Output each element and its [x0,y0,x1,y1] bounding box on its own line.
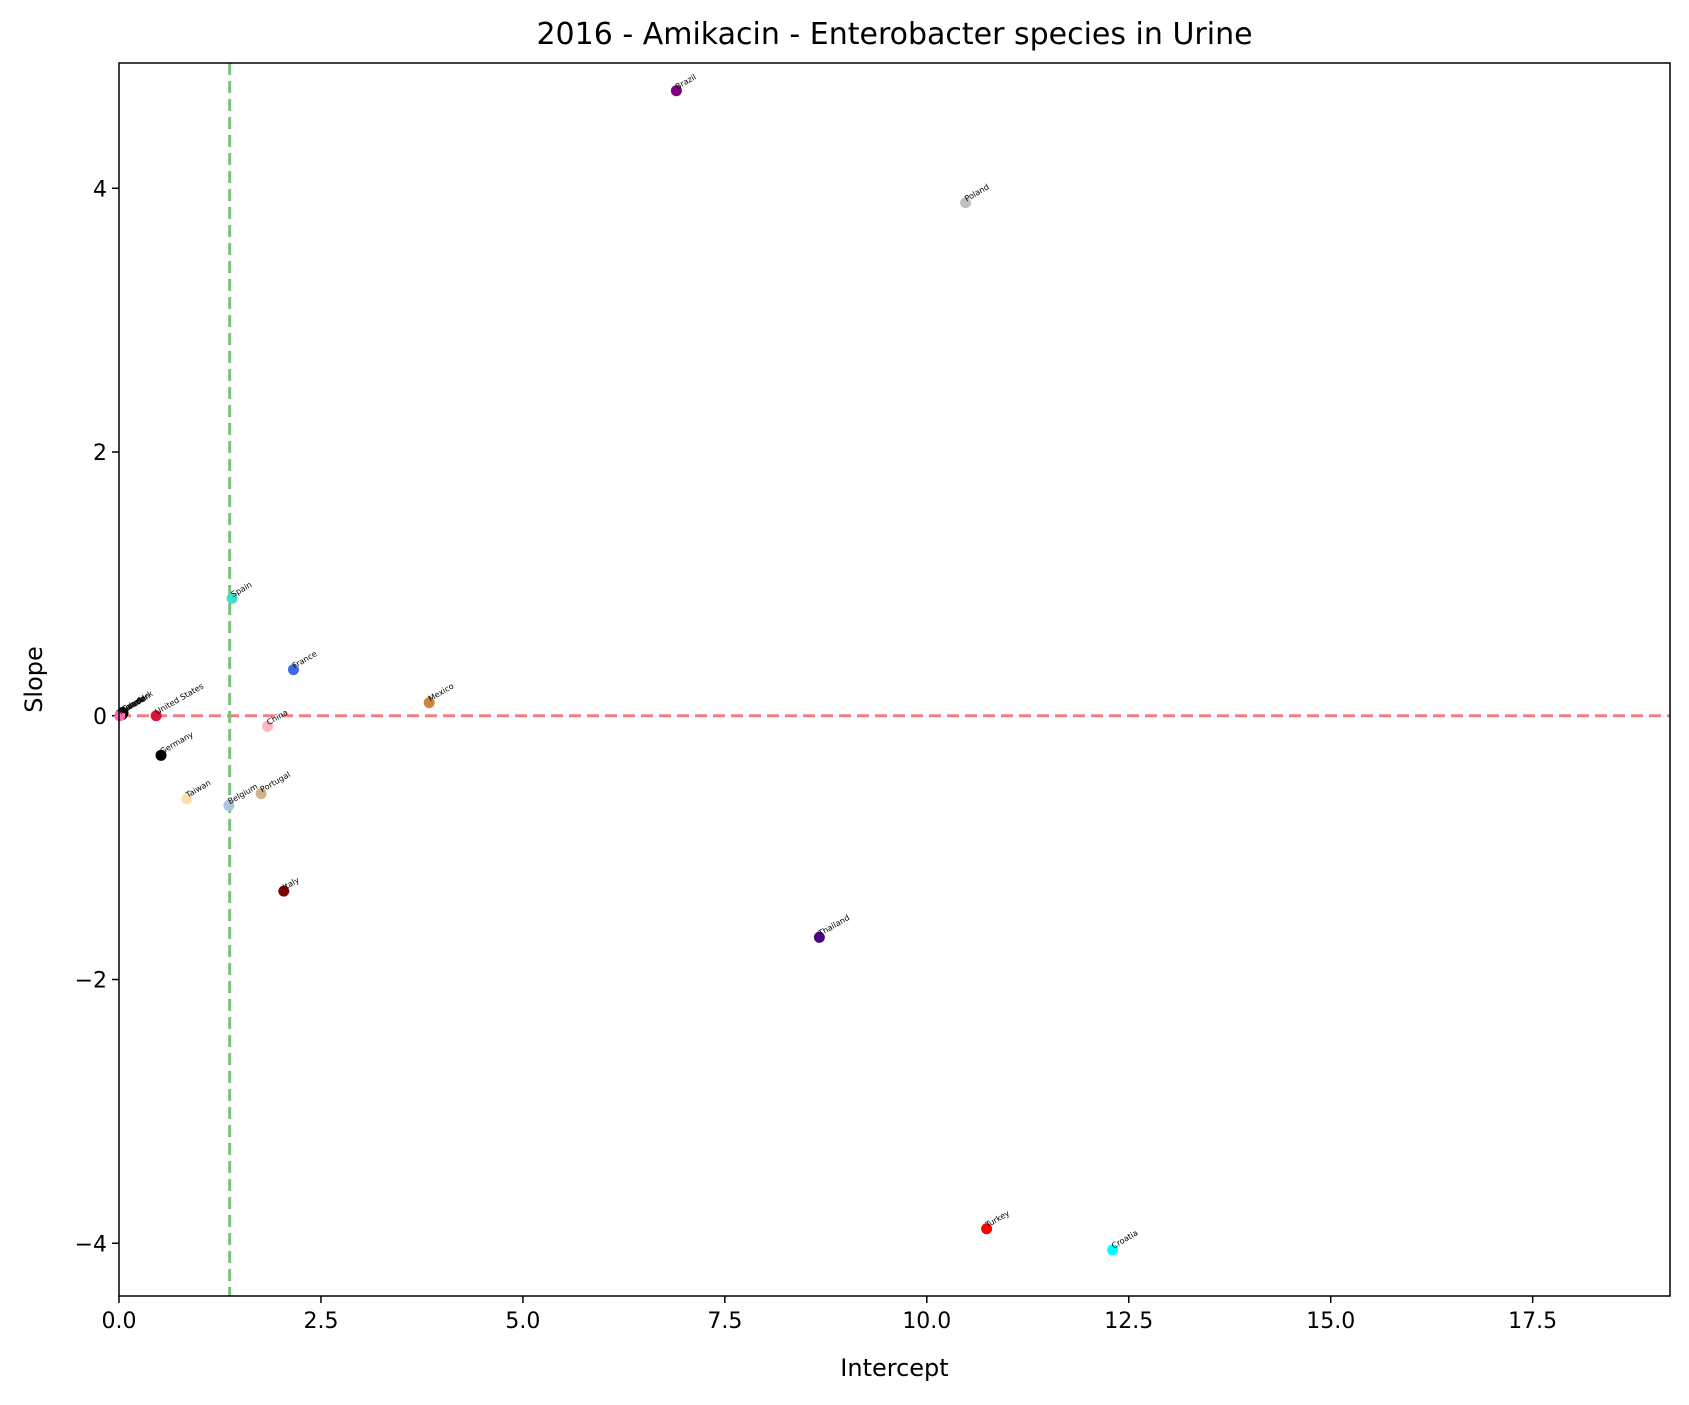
x-axis: 0.0 2.5 5.0 7.5 10.0 12.5 15.0 17.5 [102,1296,1557,1334]
data-point [181,793,193,805]
data-point [255,788,267,800]
y-tick-label: 4 [93,177,107,202]
y-axis: −4 −2 0 2 4 [75,177,119,1257]
y-axis-label: Slope [20,646,48,713]
data-point [155,749,167,761]
data-point [1107,1244,1119,1256]
data-point [813,931,825,943]
data-point [278,885,290,897]
chart-title: 2016 - Amikacin - Enterobacter species i… [536,17,1252,52]
x-tick-label: 0.0 [102,1309,137,1334]
data-point [262,720,274,732]
y-tick-label: 0 [93,705,107,730]
data-point [981,1223,993,1235]
x-tick-label: 17.5 [1508,1309,1557,1334]
data-point [150,710,162,722]
y-tick-label: −4 [75,1232,107,1257]
x-axis-label: Intercept [840,1354,948,1382]
x-tick-label: 12.5 [1104,1309,1153,1334]
reference-lines [119,63,1670,1296]
x-tick-label: 7.5 [707,1309,742,1334]
data-point [287,664,299,676]
x-tick-label: 2.5 [303,1309,338,1334]
data-point [114,710,126,722]
y-tick-label: 2 [93,441,107,466]
y-tick-label: −2 [75,969,107,994]
data-point [670,85,682,97]
data-point [226,592,238,604]
x-tick-label: 5.0 [505,1309,540,1334]
x-tick-label: 10.0 [902,1309,951,1334]
plot-area [119,63,1670,1296]
x-tick-label: 15.0 [1306,1309,1355,1334]
data-point [960,197,972,209]
data-points [114,85,1119,1256]
data-point [223,799,235,811]
data-point [423,697,435,709]
plot-frame [118,62,1671,1297]
